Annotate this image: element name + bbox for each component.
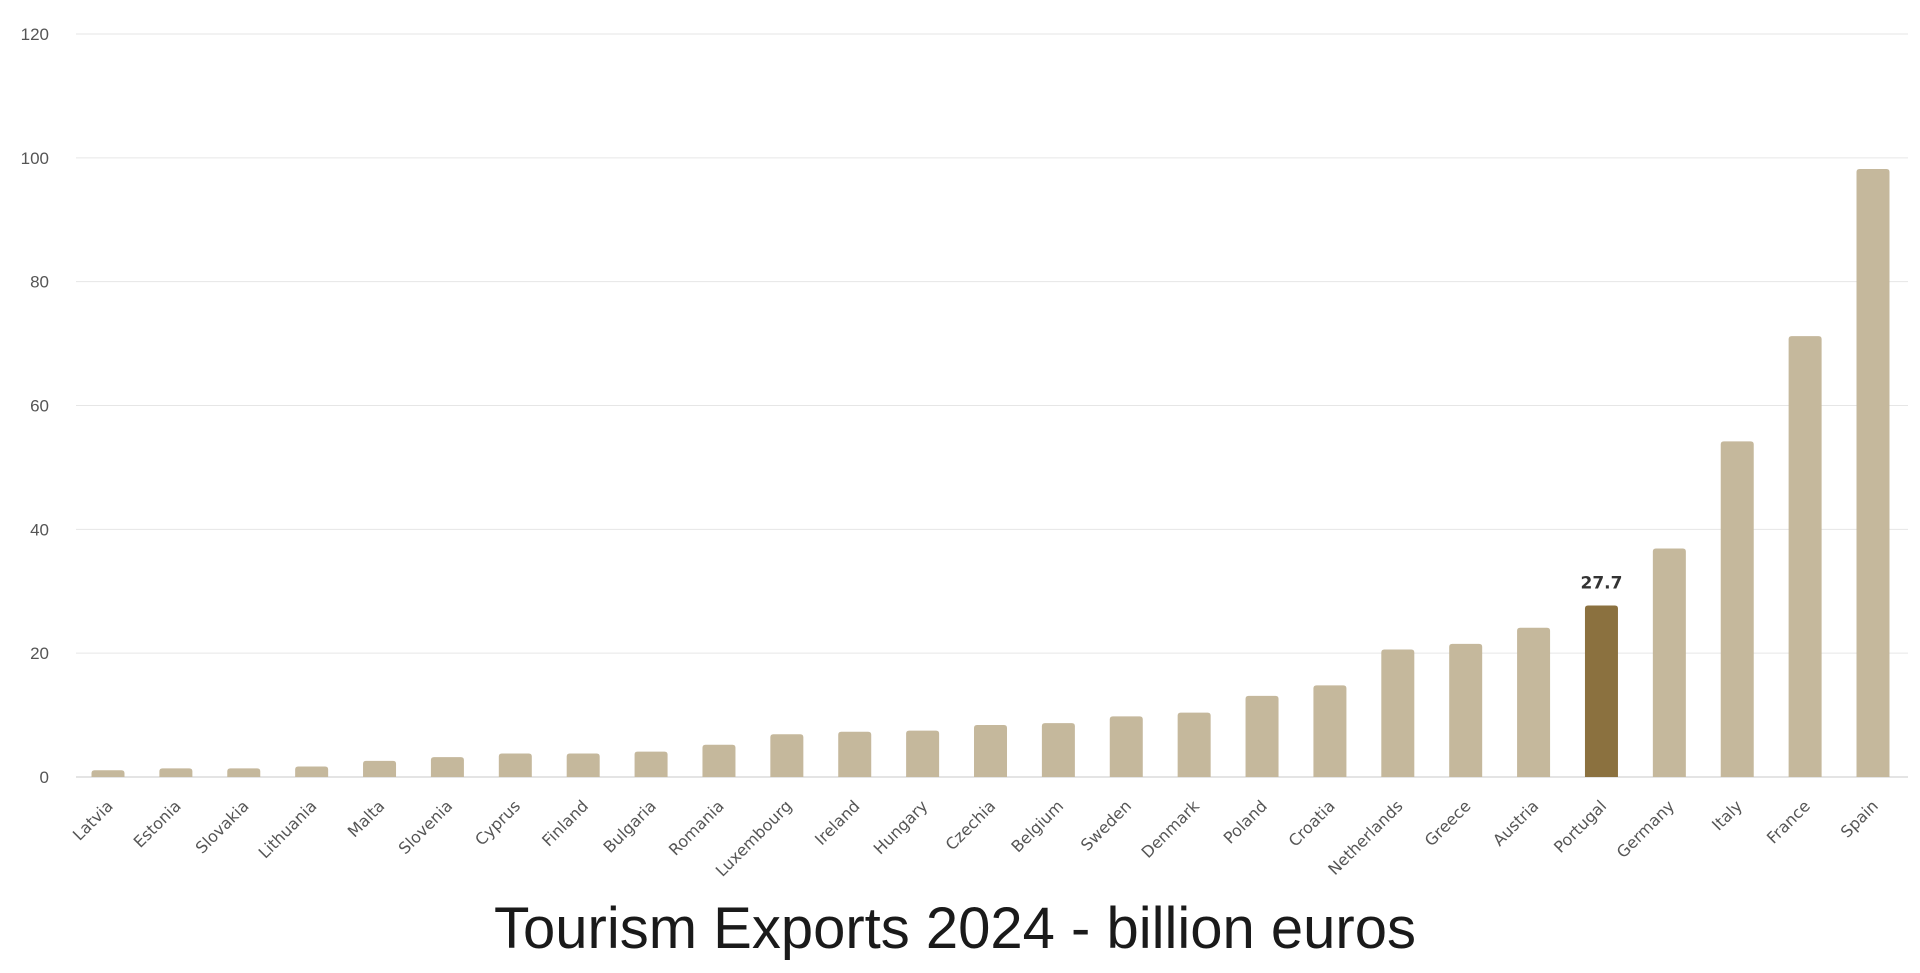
x-tick-label: Germany (1613, 796, 1678, 861)
x-tick-label: Austria (1489, 796, 1542, 849)
x-tick-label: Italy (1708, 796, 1746, 834)
bar-austria (1517, 627, 1551, 777)
x-tick-label: Romania (665, 796, 728, 859)
x-tick-label: Finland (538, 796, 592, 850)
y-tick-label: 0 (40, 768, 49, 787)
bar-latvia (91, 770, 125, 777)
x-tick-label: Spain (1837, 796, 1882, 841)
bar-romania (702, 744, 736, 777)
chart-title: Tourism Exports 2024 - billion euros (494, 896, 1416, 961)
x-tick-label: Belgium (1007, 796, 1067, 856)
bar-czechia (974, 724, 1007, 777)
bar-ireland (838, 731, 872, 777)
x-tick-label: Poland (1220, 796, 1271, 847)
bar-poland (1245, 695, 1279, 777)
y-tick-label: 120 (21, 25, 49, 44)
x-tick-label: Sweden (1077, 796, 1135, 854)
bar-sweden (1109, 716, 1143, 777)
bar-lithuania (295, 766, 329, 777)
bar-finland (566, 753, 600, 777)
y-tick-label: 60 (30, 397, 49, 416)
bar-belgium (1041, 723, 1075, 777)
bar-croatia (1313, 685, 1347, 777)
x-tick-label: Latvia (69, 796, 117, 844)
bar-france (1788, 336, 1822, 777)
bar-spain (1856, 168, 1890, 777)
bar-portugal (1584, 605, 1618, 777)
y-tick-label: 100 (21, 149, 49, 168)
x-tick-label: Estonia (130, 796, 185, 851)
bar-germany (1652, 548, 1686, 777)
bar-bulgaria (634, 751, 668, 777)
bar-chart: 0 20 40 60 80 100 120 Latvia Estonia Slovakia Lith… (21, 25, 1908, 880)
bar-netherlands (1381, 649, 1415, 777)
bar-italy (1720, 441, 1754, 777)
x-tick-label: Malta (344, 796, 389, 841)
bar-cyprus (498, 753, 532, 777)
x-tick-label: Portugal (1550, 796, 1610, 856)
x-tick-label: Denmark (1138, 796, 1204, 862)
x-tick-label: Greece (1421, 796, 1475, 850)
x-tick-label: Slovenia (395, 796, 457, 858)
bar-luxembourg (770, 734, 804, 777)
bar-estonia (159, 768, 193, 777)
x-tick-label: Cyprus (471, 796, 524, 849)
x-tick-label: Ireland (811, 796, 864, 849)
x-tick-label: Croatia (1285, 796, 1339, 850)
bar-greece (1449, 643, 1483, 777)
bar-hungary (906, 730, 940, 777)
x-tick-label: Lithuania (255, 796, 321, 862)
x-tick-label: Hungary (870, 796, 932, 858)
x-tick-label: Czechia (942, 796, 1000, 854)
y-tick-label: 20 (30, 644, 49, 663)
bar-slovenia (430, 757, 464, 777)
y-tick-label: 40 (30, 520, 49, 539)
bar-denmark (1177, 712, 1211, 777)
x-tick-label: France (1763, 796, 1814, 847)
data-label: 27.7 (1580, 573, 1622, 593)
bar-slovakia (227, 768, 261, 777)
bar-malta (363, 760, 397, 777)
y-tick-label: 80 (30, 273, 49, 292)
x-tick-label: Bulgaria (600, 796, 660, 856)
x-tick-label: Slovakia (192, 796, 253, 857)
